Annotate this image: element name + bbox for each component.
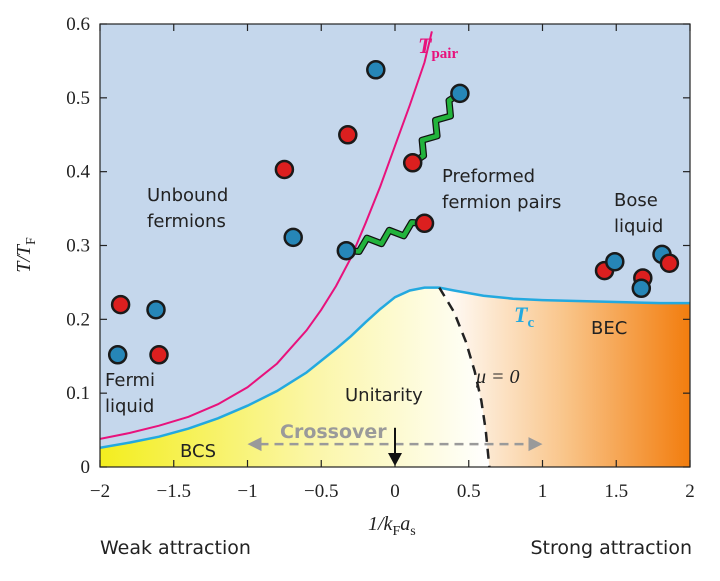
fermion-red (414, 213, 435, 234)
fermion-blue (450, 83, 470, 104)
crossover-arrowhead-right (528, 437, 543, 452)
preformed-pairs-label: Preformed fermion pairs (442, 166, 561, 213)
x-tick-label: 1 (538, 481, 548, 502)
fermion-red (149, 345, 169, 365)
fermion-red (402, 153, 423, 173)
bcs-region (100, 287, 490, 467)
fermion-red (274, 159, 295, 180)
weak-attraction-label: Weak attraction (100, 537, 251, 559)
mu-zero-curve (438, 286, 491, 467)
tpair-curve (100, 31, 433, 440)
x-tick-label: 0 (390, 481, 400, 502)
mu-zero-label: μ = 0 (475, 366, 520, 388)
y-axis-ticks: 0 0.1 0.2 0.3 0.4 0.5 0.6 (66, 14, 690, 478)
unitarity-arrowhead (388, 453, 402, 466)
unbound-fermions-label: Unbound fermions (147, 185, 234, 232)
y-tick-label: 0.4 (66, 162, 90, 183)
y-tick-label: 0.6 (66, 14, 90, 35)
fermion-blue (605, 251, 625, 272)
crossover-label: Crossover (280, 421, 387, 443)
y-axis-label: T/TF (13, 237, 39, 273)
fermion-blue (336, 240, 357, 261)
fermion-blue (146, 299, 166, 320)
fermion-red (338, 125, 358, 145)
y-tick-label: 0.3 (66, 236, 90, 257)
fermion-blue (631, 278, 652, 299)
unitarity-label: Unitarity (345, 385, 423, 406)
x-axis-ticks: −2 −1.5 −1 −0.5 0 0.5 1 1.5 2 (90, 24, 695, 502)
bec-label: BEC (591, 318, 627, 339)
fermion-red (659, 253, 680, 273)
x-tick-label: 1.5 (604, 481, 628, 502)
x-tick-label: −1.5 (157, 481, 191, 502)
crossover-arrowhead-left (247, 437, 262, 452)
fermion-blue (283, 227, 303, 248)
fermion-red (110, 294, 131, 315)
y-tick-label: 0.5 (66, 88, 90, 109)
x-axis-label: 1/kFas (368, 513, 416, 539)
y-tick-label: 0.1 (66, 383, 90, 404)
fermi-liquid-label: Fermi liquid (105, 370, 161, 417)
x-tick-label: 0.5 (457, 481, 481, 502)
bec-region (439, 287, 690, 467)
tc-label: Tc (514, 302, 534, 331)
y-tick-label: 0.2 (66, 309, 90, 330)
x-tick-label: −1 (237, 481, 257, 502)
strong-attraction-label: Strong attraction (530, 537, 692, 559)
fermion-blue (107, 345, 128, 365)
tc-curve (100, 286, 690, 450)
particles (107, 60, 680, 365)
tpair-label: Tpair (418, 33, 458, 62)
x-tick-label: −2 (90, 481, 110, 502)
pair-bonds (346, 90, 462, 255)
bcs-label: BCS (180, 441, 216, 462)
bose-liquid-label: Bose liquid (614, 190, 664, 237)
y-tick-label: 0 (81, 457, 91, 478)
x-tick-label: −0.5 (304, 481, 338, 502)
fermion-blue (366, 60, 386, 80)
x-tick-label: 2 (685, 481, 695, 502)
pair-bond (346, 220, 425, 254)
pair-bond (411, 91, 462, 165)
